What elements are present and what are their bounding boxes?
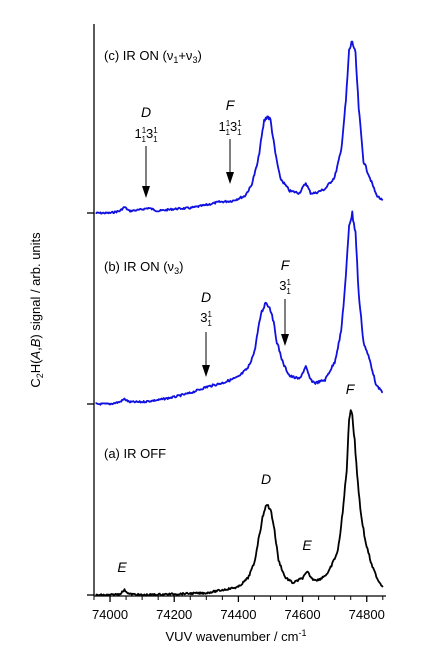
panel-b-label: (b) IR ON (ν3) [104,259,183,276]
a-d-label: D [261,471,271,487]
y-axis-label: C2H(A,B) signal / arb. units [28,232,45,388]
c-f-letter: F [226,97,236,113]
c-d-arrowhead [142,186,150,198]
b-d-band: 31 1 [200,310,212,328]
panel-c-label: (c) IR ON (ν1+ν3) [104,48,202,65]
series-line-a [95,409,384,597]
c-f-arrowhead [226,172,234,184]
x-axis-label-sup: -1 [298,628,306,638]
x-ticks: 74000 74200 74400 74600 74800 [92,596,385,622]
b-f-band: 31 1 [279,278,291,296]
x-tick-label: 74000 [92,607,128,622]
series-line-b [95,210,384,406]
x-tick-label: 74600 [284,607,320,622]
c-d-letter: D [141,104,151,120]
a-e1-label: E [117,559,127,575]
traces [95,40,384,597]
c-f-band: 11 131 1 [218,119,242,137]
x-axis-label-text: VUV wavenumber / cm [166,629,299,644]
b-d-arrowhead [202,365,210,377]
b-f-letter: F [281,257,291,273]
c-d-band: 11 131 1 [134,126,158,144]
x-axis-label: VUV wavenumber / cm-1 [166,628,307,644]
x-tick-label: 74200 [156,607,192,622]
b-f-arrowhead [281,334,289,346]
b-d-letter: D [201,289,211,305]
series-line-c [95,40,384,215]
panel-a-label: (a) IR OFF [104,446,166,461]
x-tick-label: 74400 [220,607,256,622]
a-e2-label: E [302,537,312,553]
a-f-label: F [346,381,356,397]
x-tick-label: 74800 [349,607,385,622]
